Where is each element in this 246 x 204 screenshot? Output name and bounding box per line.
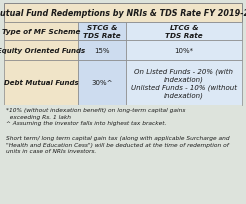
Text: *10% (without indexation benefit) on long-term capital gains
  exceeding Rs. 1 l: *10% (without indexation benefit) on lon… — [6, 108, 185, 126]
Text: On Listed Funds - 20% (with
indexation)
Unlisted Funds - 10% (without
indexation: On Listed Funds - 20% (with indexation) … — [131, 68, 237, 99]
Text: STCG &
TDS Rate: STCG & TDS Rate — [83, 25, 121, 39]
Text: 10%*: 10%* — [174, 48, 194, 54]
Text: Debt Mutual Funds: Debt Mutual Funds — [4, 80, 78, 86]
Bar — [4, 41, 78, 61]
Text: Equity Oriented Funds: Equity Oriented Funds — [0, 48, 85, 54]
Text: LTCG &
TDS Rate: LTCG & TDS Rate — [165, 25, 203, 39]
Text: Type of MF Scheme: Type of MF Scheme — [2, 29, 80, 35]
Text: 30%^: 30%^ — [92, 80, 113, 86]
Bar — [4, 23, 78, 41]
Bar — [78, 41, 126, 61]
Bar — [4, 61, 78, 105]
Bar — [78, 23, 126, 41]
Bar — [4, 105, 242, 200]
Text: Short term/ long term capital gain tax (along with applicable Surcharge and
"Hea: Short term/ long term capital gain tax (… — [6, 135, 230, 153]
Bar — [78, 61, 126, 105]
Bar — [126, 23, 242, 41]
Bar — [126, 61, 242, 105]
Text: 15%: 15% — [94, 48, 110, 54]
Bar — [126, 41, 242, 61]
Bar — [4, 4, 242, 23]
Text: Mutual Fund Redemptions by NRIs & TDS Rate FY 2019-20: Mutual Fund Redemptions by NRIs & TDS Ra… — [0, 9, 246, 18]
